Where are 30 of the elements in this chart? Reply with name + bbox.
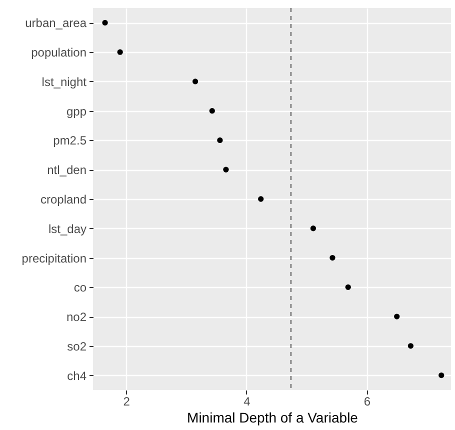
x-tick-label: 6	[364, 394, 371, 408]
y-tick-label: ntl_den	[47, 163, 86, 178]
y-tick-label: co	[74, 280, 87, 295]
point	[102, 20, 108, 26]
x-axis-title: Minimal Depth of a Variable	[187, 410, 358, 426]
y-tick-label: population	[31, 46, 86, 60]
point	[192, 78, 198, 84]
point	[330, 254, 336, 261]
point	[258, 196, 264, 202]
y-tick-label: ch4	[67, 368, 87, 383]
point	[394, 314, 400, 320]
y-tick-label: lst_day	[48, 222, 86, 236]
point	[310, 226, 316, 232]
y-tick-label: lst_night	[42, 74, 88, 89]
point	[217, 137, 223, 144]
y-tick-label: no2	[66, 310, 87, 324]
y-tick-label: so2	[67, 339, 87, 354]
point	[223, 166, 229, 172]
point	[117, 49, 123, 55]
point	[408, 343, 414, 349]
y-tick-label: gpp	[66, 104, 87, 118]
y-tick-label: urban_area	[25, 16, 87, 30]
x-tick-label: 2	[123, 394, 130, 408]
point	[209, 108, 215, 114]
point	[438, 372, 444, 378]
y-tick-label: cropland	[40, 192, 86, 206]
point	[345, 284, 351, 290]
y-tick-label: precipitation	[22, 251, 86, 266]
x-tick-label: 4	[244, 394, 251, 408]
y-tick-label: pm2.5	[53, 134, 87, 148]
